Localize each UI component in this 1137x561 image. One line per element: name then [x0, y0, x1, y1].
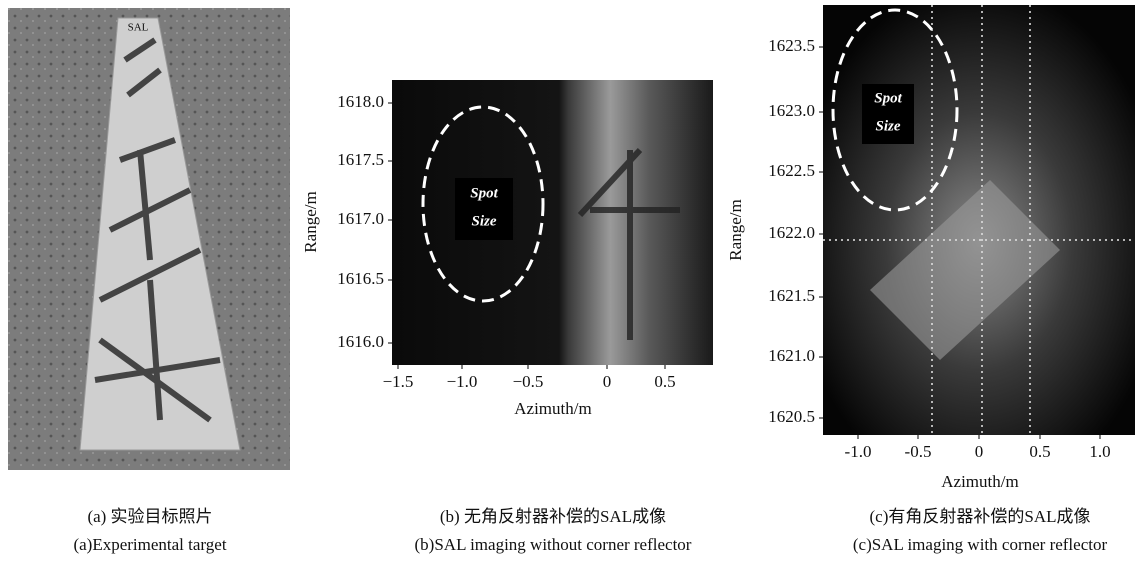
caption: (c)SAL imaging with corner reflector — [853, 535, 1108, 554]
y-axis-label: Range/m — [726, 199, 745, 260]
x-tick-label: 0 — [603, 372, 612, 391]
caption: (a) 实验目标照片 — [87, 507, 212, 526]
y-tick-label: 1616.0 — [337, 332, 384, 351]
y-tick-label: 1622.0 — [768, 223, 815, 242]
y-tick-label: 1623.0 — [768, 101, 815, 120]
y-tick-label: 1623.5 — [768, 36, 815, 55]
y-tick-label: 1618.0 — [337, 92, 384, 111]
y-tick-label: 1620.5 — [768, 407, 815, 426]
x-tick-label: 0.5 — [654, 372, 675, 391]
annotation: Spot — [470, 185, 498, 201]
caption: (b) 无角反射器补偿的SAL成像 — [440, 507, 666, 526]
y-tick-label: 1616.5 — [337, 269, 384, 288]
y-tick-label: 1621.5 — [768, 286, 815, 305]
y-tick-label: 1622.5 — [768, 161, 815, 180]
y-tick-label: 1621.0 — [768, 346, 815, 365]
x-axis-label: Azimuth/m — [514, 399, 591, 418]
caption: (b)SAL imaging without corner reflector — [415, 535, 692, 554]
x-tick-label: 1.0 — [1089, 442, 1110, 461]
sal-image-c: Spot Size — [823, 5, 1135, 435]
y-axis-label: Range/m — [301, 191, 320, 252]
y-tick-label: 1617.0 — [337, 209, 384, 228]
x-axis-label: Azimuth/m — [941, 472, 1018, 491]
x-tick-label: −1.5 — [383, 372, 414, 391]
annotation: Size — [471, 213, 496, 229]
x-tick-label: 0.5 — [1029, 442, 1050, 461]
x-tick-label: -0.5 — [905, 442, 932, 461]
photo: SAL — [8, 8, 290, 470]
caption: (c)有角反射器补偿的SAL成像 — [870, 507, 1091, 526]
caption: (a)Experimental target — [73, 535, 226, 554]
image-text: SAL — [128, 22, 149, 34]
annotation: Spot — [874, 90, 902, 106]
annotation: Size — [875, 118, 900, 134]
y-tick-label: 1617.5 — [337, 150, 384, 169]
x-tick-label: −1.0 — [447, 372, 478, 391]
x-tick-label: 0 — [975, 442, 984, 461]
x-tick-label: −0.5 — [513, 372, 544, 391]
x-tick-label: -1.0 — [845, 442, 872, 461]
sal-image-b: Spot Size — [392, 80, 713, 365]
